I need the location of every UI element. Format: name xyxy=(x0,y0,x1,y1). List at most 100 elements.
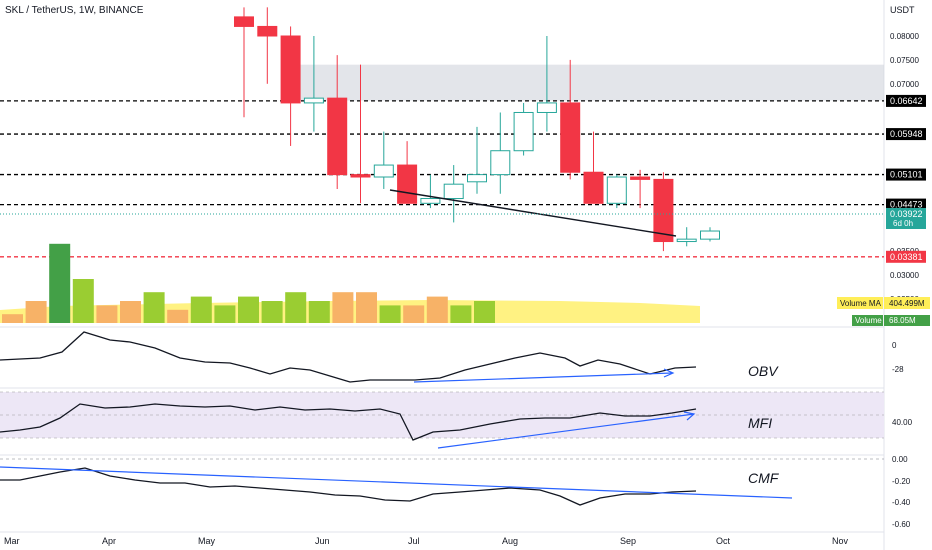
level-tag-label: 0.04473 xyxy=(890,200,923,210)
candle-up xyxy=(443,183,464,200)
candles xyxy=(234,7,720,252)
current-price-tag xyxy=(886,208,926,229)
level-tag xyxy=(886,198,926,211)
current-price-value: 0.03922 xyxy=(890,209,923,219)
cmf-tick: -0.60 xyxy=(892,520,911,529)
mfi-tick: 40.00 xyxy=(892,418,913,427)
volume-bar xyxy=(143,292,165,323)
candle-up xyxy=(513,111,534,152)
horizontal-levels xyxy=(0,100,884,258)
time-tick: Sep xyxy=(620,536,636,546)
volume-bar xyxy=(474,301,495,323)
volume-bar xyxy=(403,305,425,323)
candle-down xyxy=(234,16,254,27)
volume-bar xyxy=(308,301,330,323)
volume-bar xyxy=(285,292,307,323)
price-level-tags: 0.06642 0.05948 0.05101 0.04473 0.03381 xyxy=(886,94,926,263)
candle-up xyxy=(606,176,627,204)
volume-bar xyxy=(214,305,236,323)
support-trendline xyxy=(389,189,677,237)
level-tag xyxy=(886,250,926,263)
obv-tick: 0 xyxy=(892,341,897,350)
cmf-tick: -0.40 xyxy=(892,498,911,507)
time-tick: Jun xyxy=(315,536,330,546)
volume-value: 68.05M xyxy=(889,316,916,325)
obv-label: OBV xyxy=(748,363,779,379)
level-tag-label: 0.06642 xyxy=(890,96,923,106)
time-tick: Apr xyxy=(102,536,116,546)
resistance-zone xyxy=(296,64,884,101)
candle-up xyxy=(700,230,720,240)
cmf-line xyxy=(0,467,697,506)
price-tick: 0.03000 xyxy=(890,271,919,280)
mfi-line xyxy=(0,403,697,441)
candle-down xyxy=(350,174,371,178)
cmf-tick: -0.20 xyxy=(892,477,911,486)
price-axis-ticks: 0.080000.075000.070000.035000.030000.025… xyxy=(890,32,919,304)
candle-down xyxy=(280,35,301,104)
level-tag-label: 0.05948 xyxy=(890,129,923,139)
volume-ma-label: Volume MA xyxy=(840,299,882,308)
price-tick: 0.07500 xyxy=(890,56,919,65)
level-tag xyxy=(886,168,926,181)
candle-up xyxy=(676,238,697,243)
obv-tick: -28 xyxy=(892,365,904,374)
level-tag-label: 0.03381 xyxy=(890,252,923,262)
candle-up xyxy=(373,164,394,178)
cmf-label: CMF xyxy=(748,470,780,486)
volume-bar xyxy=(450,305,472,323)
candle-down xyxy=(397,164,418,204)
volume-bar xyxy=(356,292,377,323)
obv-arrowhead xyxy=(663,368,675,378)
volume-bar xyxy=(72,279,94,323)
volume-bar xyxy=(96,305,118,323)
mfi-band xyxy=(0,392,884,438)
volume-bars xyxy=(0,243,700,323)
candle-down xyxy=(560,102,581,173)
volume-label: Volume xyxy=(855,316,882,325)
volume-bar xyxy=(379,305,401,323)
time-tick: Mar xyxy=(4,536,20,546)
mfi-trendline xyxy=(437,413,695,449)
obv-trendline xyxy=(413,372,673,383)
volume-ma-value-tag xyxy=(884,297,930,309)
cmf-trendline xyxy=(0,466,793,499)
candle-up xyxy=(467,174,487,183)
candle-down xyxy=(653,178,674,243)
level-tag xyxy=(886,128,926,141)
obv-line xyxy=(0,331,697,383)
mfi-label: MFI xyxy=(748,415,772,431)
volume-bar xyxy=(120,301,141,323)
volume-ma-tag xyxy=(837,297,883,309)
volume-bar xyxy=(426,296,448,323)
volume-bar xyxy=(25,301,47,323)
candle-up xyxy=(420,198,441,204)
candle-down xyxy=(583,171,604,204)
candle-down xyxy=(327,97,348,176)
time-tick: Nov xyxy=(832,536,849,546)
candle-up xyxy=(536,102,557,113)
volume-bar xyxy=(49,243,71,323)
candle-up xyxy=(303,97,324,104)
price-tick: 0.08000 xyxy=(890,32,919,41)
cmf-tick: 0.00 xyxy=(892,455,908,464)
time-axis-labels: Mar Apr May Jun Jul Aug Sep Oct Nov xyxy=(4,536,849,546)
level-tag xyxy=(886,94,926,107)
current-price-timer: 6d 0h xyxy=(893,219,913,228)
time-tick: Jul xyxy=(408,536,420,546)
candle-down xyxy=(630,176,651,180)
volume-tag xyxy=(852,315,883,326)
time-tick: May xyxy=(198,536,216,546)
time-tick: Oct xyxy=(716,536,731,546)
volume-bar xyxy=(190,296,212,323)
time-tick: Aug xyxy=(502,536,518,546)
chart-title: SKL / TetherUS, 1W, BINANCE xyxy=(5,5,144,16)
level-tag-label: 0.05101 xyxy=(890,170,923,180)
price-tick: 0.07000 xyxy=(890,80,919,89)
currency-label: USDT xyxy=(890,5,915,15)
candle-down xyxy=(257,25,278,37)
volume-ma-value: 404.499M xyxy=(889,299,925,308)
volume-bar xyxy=(238,296,259,323)
volume-value-tag xyxy=(884,315,930,326)
